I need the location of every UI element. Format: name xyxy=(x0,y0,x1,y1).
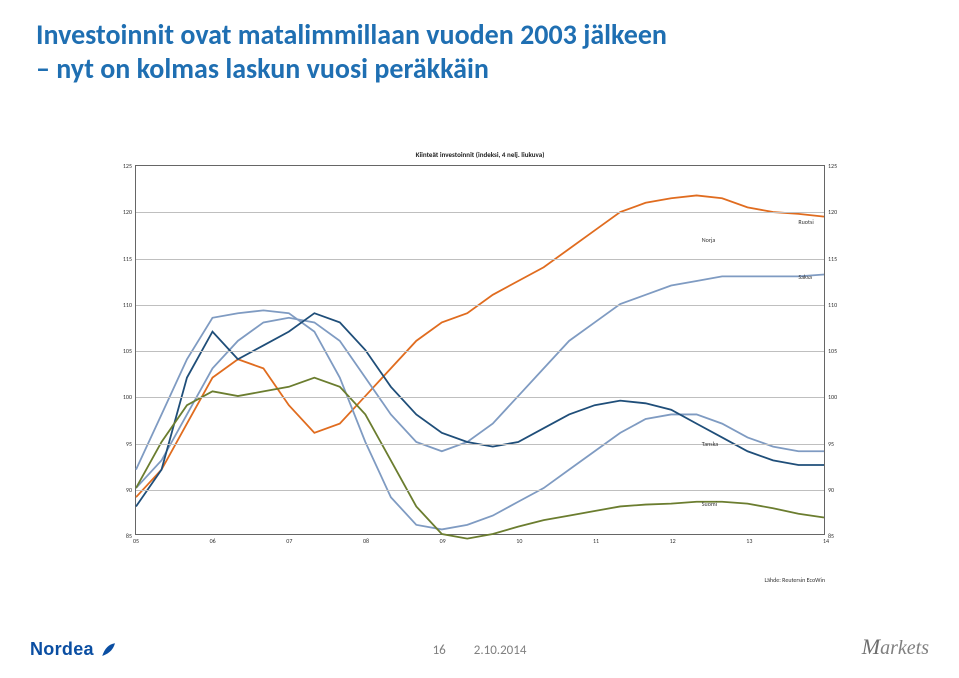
series-line-norja xyxy=(136,313,824,506)
y-tick-right: 90 xyxy=(824,486,834,494)
markets-m: M xyxy=(862,634,880,659)
y-tick-left: 95 xyxy=(126,440,136,448)
y-tick-right: 105 xyxy=(824,347,837,355)
x-tick: 12 xyxy=(670,534,676,545)
title-line1: Investoinnit ovat matalimmillaan vuoden … xyxy=(36,18,923,52)
gridline xyxy=(136,351,824,352)
footer: Nordea 16 2.10.2014 Markets xyxy=(0,632,959,660)
x-tick: 11 xyxy=(593,534,599,545)
y-tick-left: 120 xyxy=(123,208,136,216)
footer-date: 2.10.2014 xyxy=(474,643,527,658)
y-tick-left: 105 xyxy=(123,347,136,355)
gridline xyxy=(136,259,824,260)
series-label-ruotsi: Ruotsi xyxy=(798,218,813,226)
footer-meta: 16 2.10.2014 xyxy=(433,643,527,658)
title-line2: – nyt on kolmas laskun vuosi peräkkäin xyxy=(36,52,923,86)
page-title: Investoinnit ovat matalimmillaan vuoden … xyxy=(36,18,923,85)
gridline xyxy=(136,444,824,445)
series-label-norja: Norja xyxy=(702,236,715,244)
y-tick-right: 115 xyxy=(824,255,837,263)
chart-lines xyxy=(136,166,824,534)
y-tick-right: 100 xyxy=(824,393,837,401)
x-tick: 08 xyxy=(363,534,369,545)
y-tick-right: 110 xyxy=(824,301,837,309)
chart-source: Lähde: Reutersin EcoWin xyxy=(765,576,825,584)
y-tick-right: 120 xyxy=(824,208,837,216)
x-tick: 14 xyxy=(823,534,829,545)
y-tick-left: 115 xyxy=(123,255,136,263)
chart-plot-area: 8585909095951001001051051101101151151201… xyxy=(135,165,825,535)
x-tick: 13 xyxy=(746,534,752,545)
y-tick-left: 110 xyxy=(123,301,136,309)
gridline xyxy=(136,490,824,491)
gridline xyxy=(136,212,824,213)
series-line-ruotsi xyxy=(136,195,824,497)
series-label-tanska: Tanska xyxy=(702,440,718,448)
y-tick-left: 90 xyxy=(126,486,136,494)
y-tick-left: 100 xyxy=(123,393,136,401)
gridline xyxy=(136,397,824,398)
chart-container: Kiinteät investoinnit (indeksi, 4 nelj. … xyxy=(135,150,825,560)
x-tick: 07 xyxy=(286,534,292,545)
x-tick: 05 xyxy=(133,534,139,545)
footer-logo: Nordea xyxy=(30,639,118,660)
brand-text: Nordea xyxy=(30,639,94,660)
y-tick-right: 95 xyxy=(824,440,834,448)
markets-rest: arkets xyxy=(880,637,929,659)
gridline xyxy=(136,305,824,306)
series-label-saksa: Saksa xyxy=(798,273,812,281)
page-number: 16 xyxy=(433,643,446,658)
y-tick-right: 125 xyxy=(824,162,837,170)
sail-icon xyxy=(100,641,118,659)
y-tick-left: 125 xyxy=(123,162,136,170)
x-tick: 10 xyxy=(516,534,522,545)
chart-title: Kiinteät investoinnit (indeksi, 4 nelj. … xyxy=(135,150,825,159)
series-line-suomi xyxy=(136,378,824,539)
x-tick: 06 xyxy=(210,534,216,545)
series-line-tanska xyxy=(136,310,824,529)
x-tick: 09 xyxy=(440,534,446,545)
series-label-suomi: Suomi xyxy=(702,500,717,508)
footer-right-brand: Markets xyxy=(862,634,929,660)
series-line-saksa xyxy=(136,275,824,489)
